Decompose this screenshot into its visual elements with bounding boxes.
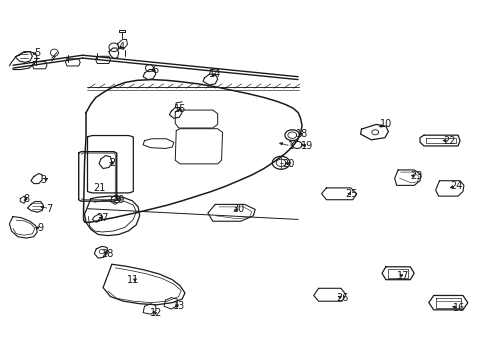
Text: 1: 1: [287, 141, 293, 151]
Text: 21: 21: [93, 183, 105, 193]
Text: 4: 4: [118, 42, 124, 51]
Text: 12: 12: [149, 309, 162, 318]
Text: 27: 27: [96, 213, 108, 222]
Text: 10: 10: [379, 120, 391, 129]
Text: 29: 29: [112, 195, 124, 205]
Text: 28: 28: [101, 248, 113, 258]
Text: 17: 17: [396, 271, 408, 281]
Text: 22: 22: [442, 136, 455, 145]
Text: 18: 18: [295, 129, 307, 139]
Text: 3: 3: [41, 175, 46, 185]
Text: 23: 23: [409, 171, 422, 181]
Text: 5: 5: [34, 48, 41, 58]
Text: 15: 15: [174, 104, 186, 114]
Text: 7: 7: [46, 204, 53, 214]
Text: 16: 16: [452, 303, 464, 314]
Text: 19: 19: [300, 141, 312, 151]
Text: 2: 2: [109, 158, 116, 168]
Text: 6: 6: [152, 64, 159, 75]
Text: 13: 13: [172, 301, 184, 311]
Text: 8: 8: [23, 194, 29, 204]
Text: 20: 20: [282, 159, 294, 169]
Text: 11: 11: [127, 275, 139, 285]
Text: 25: 25: [345, 189, 357, 199]
Text: 30: 30: [232, 204, 244, 215]
Text: 26: 26: [335, 293, 347, 303]
Text: 14: 14: [209, 69, 221, 79]
Text: 24: 24: [449, 181, 462, 192]
Text: 9: 9: [38, 224, 43, 233]
